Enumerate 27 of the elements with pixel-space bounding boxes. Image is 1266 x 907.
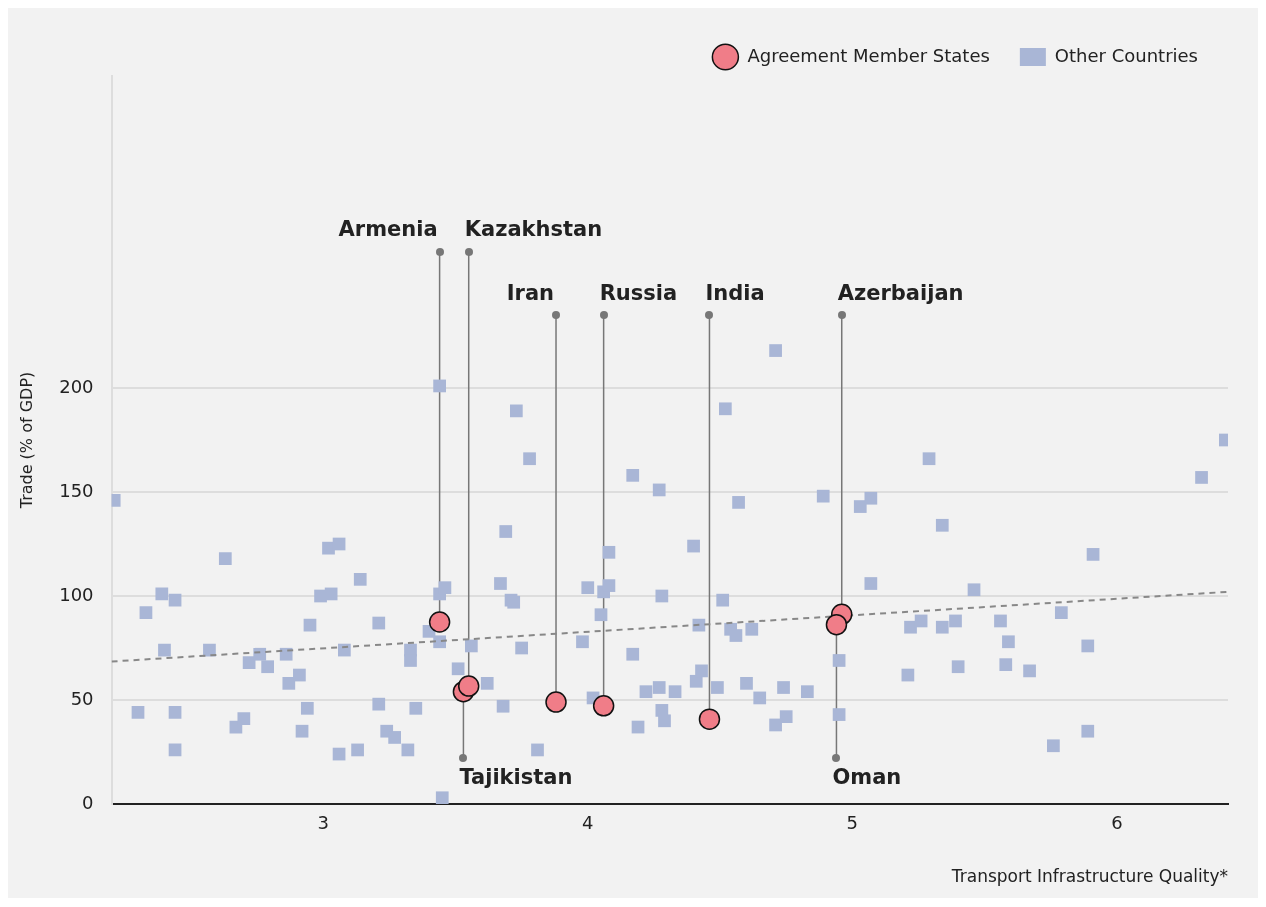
- x-tick-label: 5: [846, 812, 859, 834]
- x-tick-label: 6: [1111, 812, 1123, 834]
- y-tick-label: 200: [59, 375, 94, 397]
- x-tick-label: 3: [317, 812, 329, 834]
- y-tick-label: 100: [59, 583, 94, 605]
- point: [825, 613, 848, 636]
- point: [698, 708, 721, 730]
- y-tick-label: 0: [82, 791, 94, 813]
- annotation: Iran: [506, 280, 555, 305]
- annotation: Tajikistan: [459, 764, 573, 789]
- point: [428, 611, 451, 633]
- annotation: Armenia: [338, 217, 438, 242]
- annotation: Russia: [599, 280, 678, 305]
- legend-label: Other Countries: [1054, 44, 1198, 66]
- annotation: Oman: [832, 764, 902, 789]
- annotation: Azerbaijan: [837, 280, 964, 305]
- x-axis-title: Transport Infrastructure Quality*: [950, 866, 1228, 887]
- point: [592, 695, 615, 717]
- annotation: India: [705, 280, 765, 305]
- x-tick-label: 4: [582, 812, 594, 834]
- annotation: Kazakhstan: [464, 217, 603, 242]
- point: [545, 691, 567, 713]
- legend-label: Agreement Member States: [747, 44, 990, 66]
- y-tick-label: 50: [70, 687, 94, 709]
- point: [457, 675, 480, 697]
- y-tick-label: 150: [59, 479, 94, 501]
- y-axis-title: Trade (% of GDP): [16, 371, 36, 510]
